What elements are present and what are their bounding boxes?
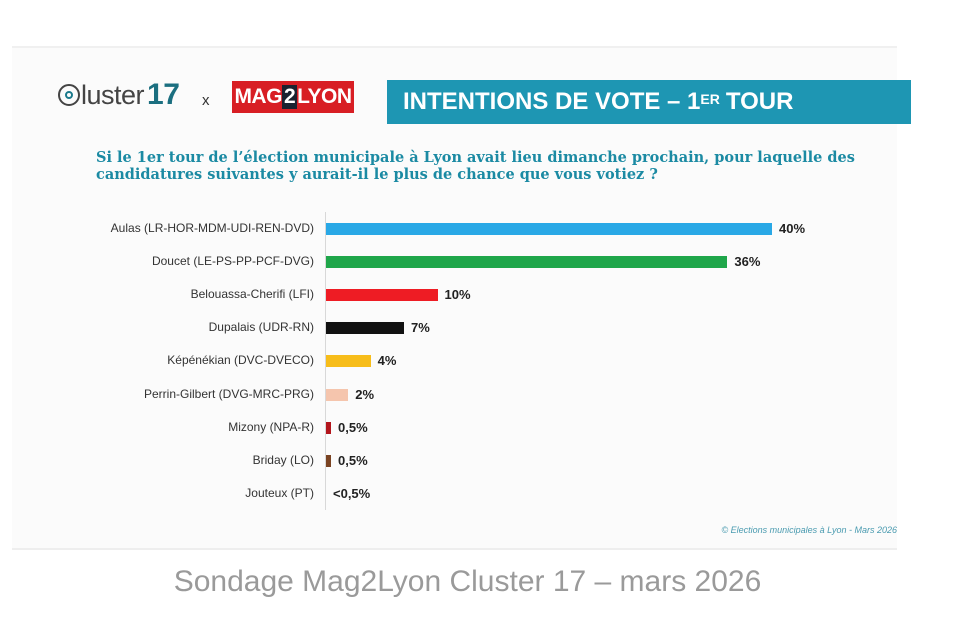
- value-label: 0,5%: [338, 452, 368, 468]
- chart-card: [12, 46, 897, 550]
- bar: [326, 355, 371, 368]
- category-label: Perrin-Gilbert (DVG-MRC-PRG): [143, 386, 314, 401]
- cluster-logo-text: luster: [81, 79, 145, 110]
- value-label: <0,5%: [333, 485, 371, 501]
- category-label: Jouteux (PT): [245, 485, 314, 500]
- cluster-c-icon: [58, 84, 80, 106]
- bar: [326, 289, 438, 302]
- chart-title-end: TOUR: [725, 88, 794, 115]
- category-label: Képénékian (DVC-DVECO): [167, 353, 314, 368]
- bar: [326, 223, 772, 235]
- mag2lyon-logo: MAG 2 LYON: [232, 81, 354, 113]
- category-label: Mizony (NPA-R): [228, 419, 314, 434]
- cluster-logo-number: 17: [147, 78, 180, 111]
- mag-logo-number: 2: [281, 85, 298, 109]
- category-label: Briday (LO): [252, 452, 314, 467]
- survey-question: Si le 1er tour de l’élection municipale …: [96, 149, 855, 183]
- mag-logo-right: LYON: [297, 85, 352, 108]
- category-label: Doucet (LE-PS-PP-PCF-DVG): [151, 254, 314, 269]
- value-label: 0,5%: [338, 419, 368, 435]
- bar: [326, 322, 405, 335]
- y-axis-line: [325, 212, 326, 510]
- value-label: 40%: [779, 221, 806, 236]
- source-note: © Elections municipales à Lyon - Mars 20…: [721, 525, 897, 535]
- category-label: Belouassa-Cherifi (LFI): [190, 287, 314, 302]
- chart-title-superscript: ER: [700, 91, 720, 107]
- value-label: 10%: [444, 287, 471, 303]
- chart-title-banner: INTENTIONS DE VOTE – 1 ER TOUR: [387, 80, 911, 124]
- mag-logo-left: MAG: [234, 85, 282, 108]
- cluster17-logo: luster 17: [58, 78, 180, 111]
- category-label: Aulas (LR-HOR-MDM-UDI-REN-DVD): [110, 221, 314, 235]
- bar: [326, 421, 331, 434]
- image-caption: Sondage Mag2Lyon Cluster 17 – mars 2026: [173, 565, 762, 598]
- logo-separator: x: [202, 92, 210, 109]
- chart-title: INTENTIONS DE VOTE – 1: [403, 88, 701, 115]
- value-label: 7%: [411, 320, 430, 336]
- category-label: Dupalais (UDR-RN): [208, 320, 314, 335]
- bar: [326, 388, 349, 401]
- value-label: 36%: [734, 254, 761, 270]
- value-label: 4%: [377, 353, 397, 369]
- bar: [326, 454, 331, 467]
- value-label: 2%: [355, 386, 375, 402]
- bar: [326, 256, 728, 269]
